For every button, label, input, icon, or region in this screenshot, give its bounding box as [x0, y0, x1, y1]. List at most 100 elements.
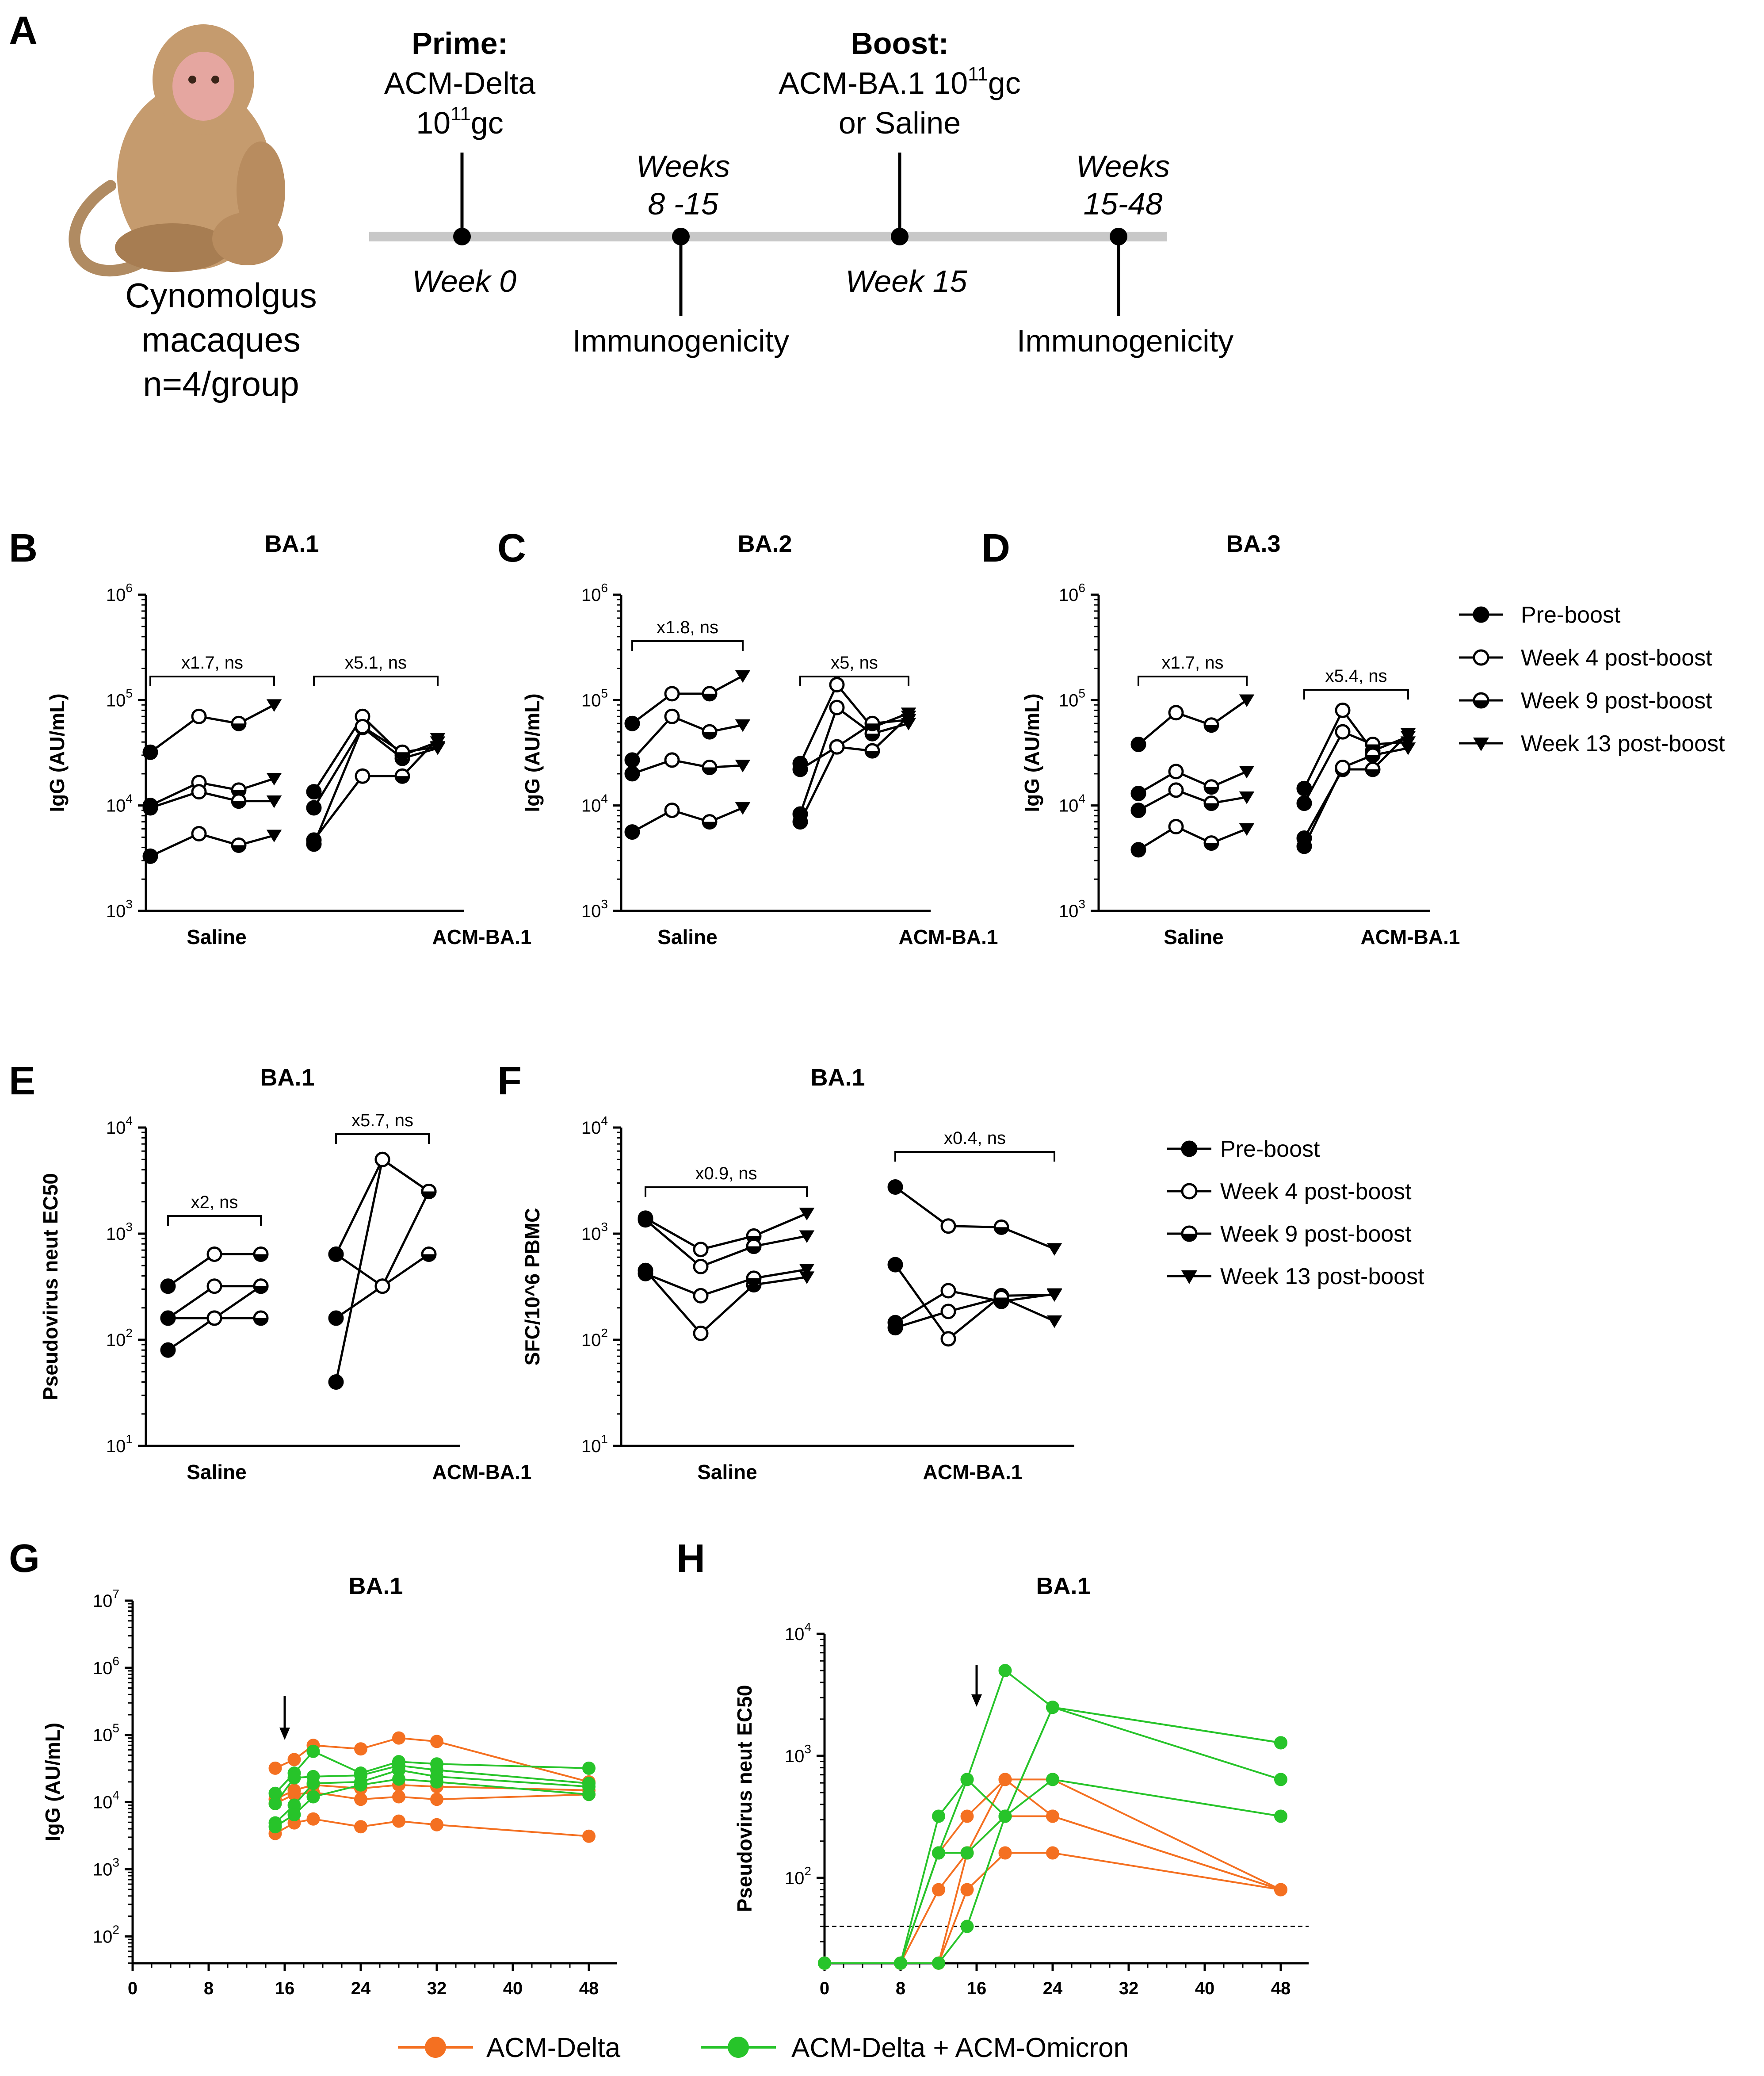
comparison-annotation: x1.8, ns: [657, 618, 718, 637]
data-point: [1046, 1243, 1062, 1256]
legend-marker-delta: [425, 2037, 446, 2058]
boost-title: Boost:: [851, 26, 949, 61]
boost-week: Week 15: [846, 264, 968, 298]
series-line-4: [1138, 825, 1247, 851]
data-point-half: [396, 758, 409, 765]
y-tick-label: 103: [106, 897, 133, 921]
data-point: [693, 1288, 709, 1304]
data-point: [355, 719, 370, 734]
data-point: [1168, 818, 1184, 834]
panel-letter-f: F: [497, 1059, 522, 1103]
data-point: [1046, 1846, 1059, 1860]
data-point: [306, 800, 322, 816]
data-point: [306, 1790, 320, 1804]
legend-top-item-4: Week 13 post-boost: [1521, 731, 1725, 757]
data-point: [932, 1846, 945, 1860]
data-point: [1130, 842, 1146, 858]
y-tick-label: 103: [106, 1220, 133, 1244]
x-group-label: ACM-BA.1: [899, 925, 998, 948]
data-point: [1046, 1288, 1062, 1301]
data-point: [735, 802, 751, 815]
y-tick-label: 106: [581, 581, 608, 605]
y-axis-label: SFC/10^6 PBMC: [521, 1208, 544, 1366]
comparison-bracket: [1138, 676, 1248, 686]
data-point: [1274, 1773, 1287, 1786]
data-point: [266, 773, 282, 786]
comparison-bracket: [631, 640, 744, 651]
subject-line-2: macaques: [141, 320, 301, 359]
y-tick-label: 101: [106, 1432, 133, 1456]
data-point: [160, 1278, 176, 1294]
prime-dose: 1011gc: [416, 103, 504, 140]
y-tick-label: 106: [106, 581, 133, 605]
series-line-7: [313, 738, 439, 841]
y-tick-label: 103: [581, 897, 608, 921]
panel-letter-g: G: [9, 1537, 40, 1581]
boost-marker: [891, 228, 909, 245]
y-tick-label: 104: [106, 1114, 133, 1138]
data-point: [829, 739, 845, 755]
data-point: [638, 1265, 653, 1281]
panel-letter-e: E: [9, 1059, 35, 1103]
comparison-bracket: [1303, 689, 1409, 700]
data-point: [1239, 791, 1255, 804]
data-point: [940, 1304, 956, 1319]
comparison-bracket: [149, 676, 275, 686]
data-point: [430, 1775, 443, 1789]
panel-letter-h: H: [676, 1537, 705, 1581]
y-tick-label: 104: [93, 1789, 119, 1812]
x-tick-label: 48: [579, 1979, 599, 1998]
data-point-half: [254, 1286, 267, 1293]
data-point: [1274, 1883, 1287, 1896]
panel-letter-d: D: [981, 526, 1010, 570]
immuno-2-label: Immunogenicity: [1017, 324, 1233, 358]
data-point: [287, 1753, 301, 1766]
y-tick-label: 107: [93, 1587, 119, 1611]
chart-title: BA.2: [737, 531, 792, 557]
comparison-bracket: [335, 1133, 430, 1144]
chart-title: BA.1: [348, 1573, 403, 1599]
data-point: [430, 741, 446, 754]
data-point: [1400, 728, 1416, 741]
data-point: [287, 1788, 301, 1801]
data-point: [268, 1761, 282, 1775]
data-point: [287, 1771, 301, 1785]
data-point-half: [232, 845, 245, 852]
data-point: [354, 1742, 367, 1756]
legend-mid-item-1: Pre-boost: [1220, 1136, 1320, 1162]
data-point: [1239, 766, 1255, 779]
data-point: [1239, 694, 1255, 707]
panel-letter-b: B: [9, 526, 38, 570]
data-point: [1130, 736, 1146, 752]
y-tick-label: 104: [581, 1114, 608, 1138]
data-point: [901, 714, 916, 727]
data-point: [624, 715, 640, 731]
x-tick-label: 32: [1119, 1979, 1139, 1998]
y-tick-label: 104: [785, 1620, 811, 1644]
immuno-2-weeks-a: Weeks: [1076, 149, 1170, 184]
data-point-half: [866, 751, 879, 758]
data-point: [1046, 1809, 1059, 1823]
data-point-half: [995, 1297, 1008, 1304]
data-point: [940, 1283, 956, 1299]
comparison-annotation: x1.7, ns: [1161, 653, 1223, 673]
boost-alt: or Saline: [839, 106, 961, 140]
data-point: [306, 1812, 320, 1826]
data-point: [624, 752, 640, 768]
prime-marker: [453, 228, 471, 245]
data-point: [306, 1744, 320, 1758]
data-point: [268, 1786, 282, 1800]
comparison-bracket: [313, 676, 439, 686]
x-group-label: Saline: [187, 925, 247, 948]
data-point: [374, 1278, 390, 1294]
panel-b-chart: B BA.1 103 104 105 106 IgG (AU/mL) Saline ACM-BA…: [9, 526, 531, 948]
data-point: [206, 1246, 222, 1262]
data-point: [287, 1808, 301, 1821]
data-point: [887, 1320, 903, 1336]
series-line-1: [149, 704, 275, 753]
comparison-bracket: [894, 1151, 1055, 1162]
y-tick-label: 102: [581, 1326, 608, 1350]
data-point: [1274, 1809, 1287, 1823]
x-tick-label: 48: [1271, 1979, 1291, 1998]
data-point: [799, 1264, 815, 1277]
